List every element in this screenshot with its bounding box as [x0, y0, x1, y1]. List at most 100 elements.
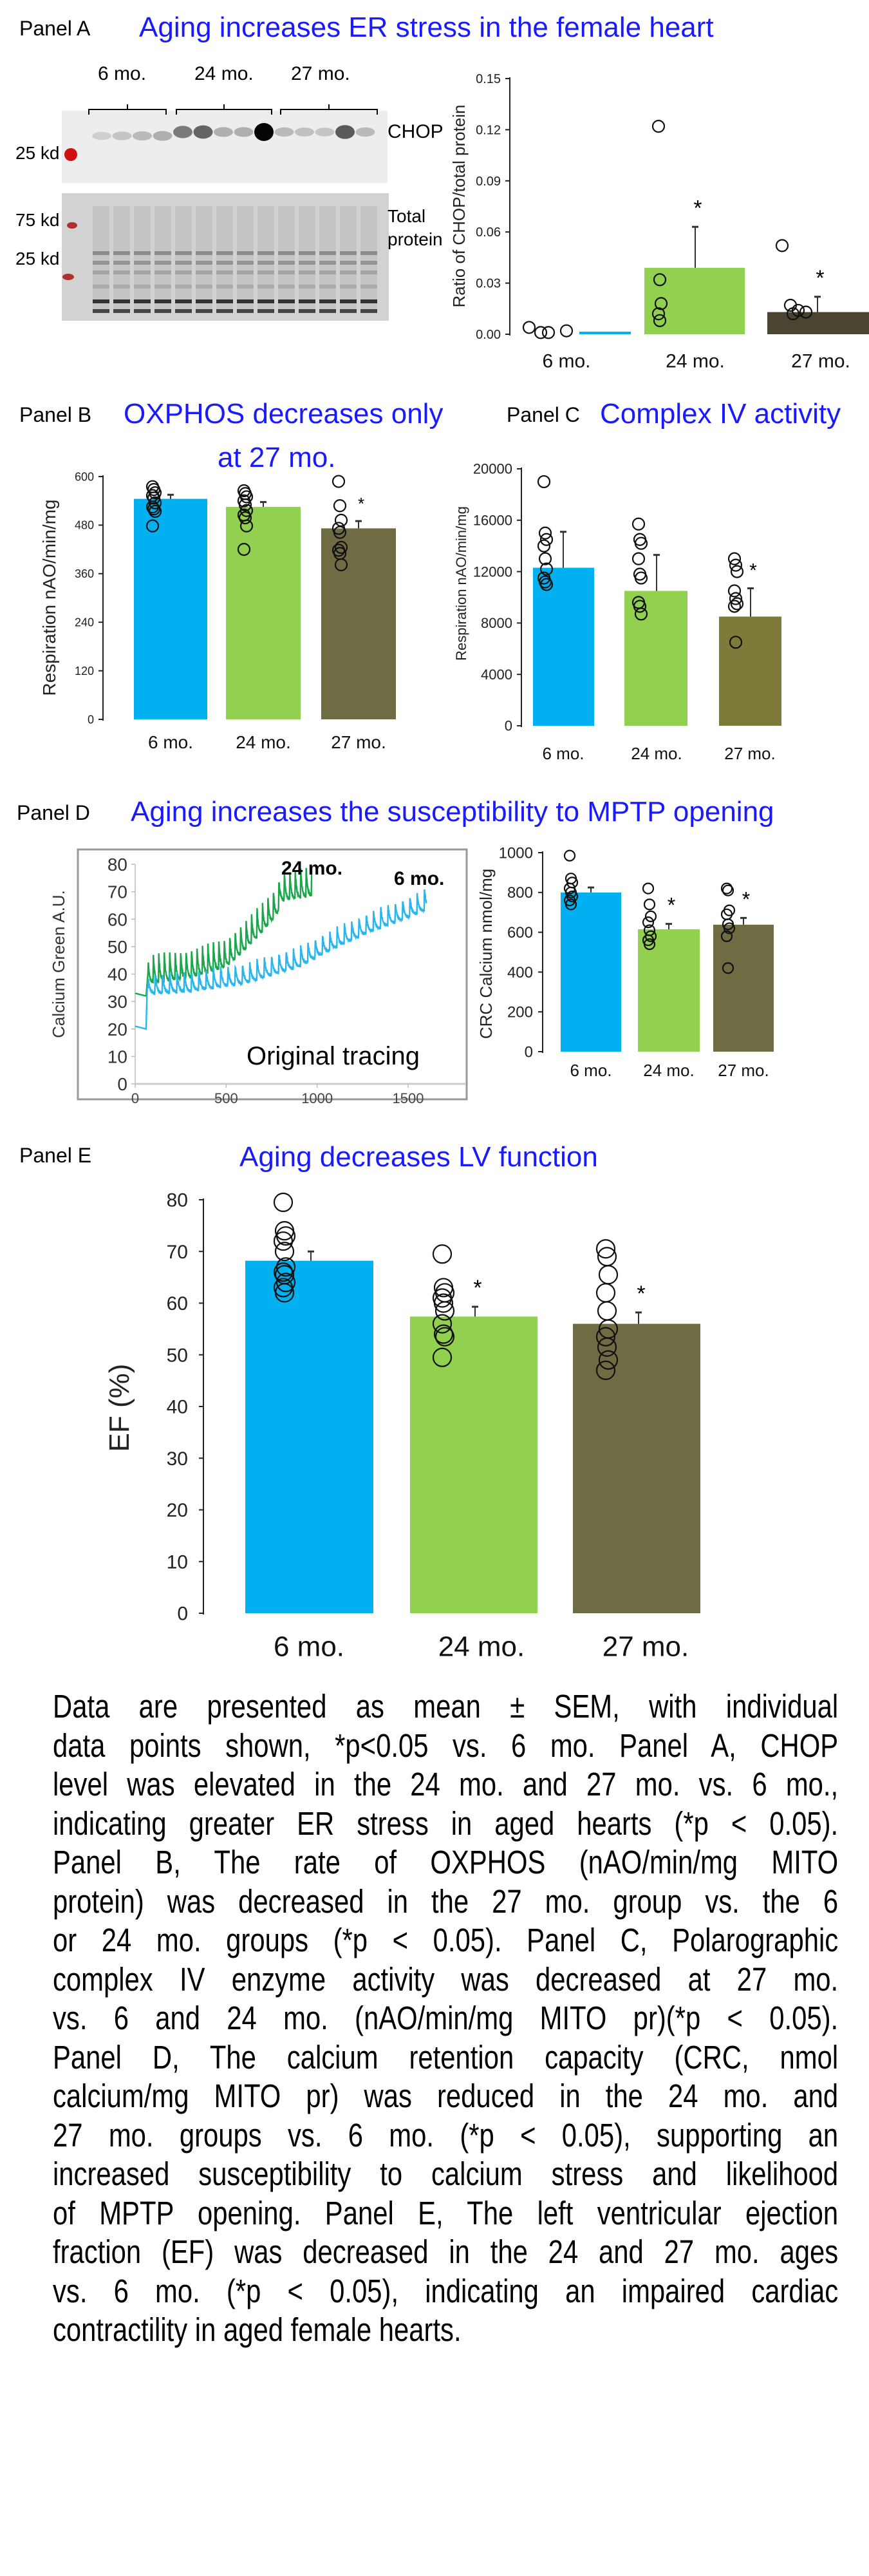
data-point: [145, 519, 160, 533]
blot-band-total: [93, 251, 109, 255]
y-tick-label: 10: [167, 1551, 188, 1573]
y-tick-label: 1000: [499, 844, 533, 862]
blot-band-total: [93, 270, 109, 274]
y-tick-label: 40: [107, 965, 127, 985]
y-axis-title: Respiration nAO/min/mg: [453, 506, 469, 661]
blot-band-total: [319, 299, 336, 303]
blot-marker-75kd: 75 kd: [15, 210, 60, 230]
panel-b-title-line2: at 27 mo.: [218, 442, 336, 473]
panel-e-label: Panel E: [19, 1144, 92, 1167]
data-point: [727, 584, 742, 598]
bar-27mo: [573, 1323, 700, 1613]
blot-total-label: Total: [388, 206, 426, 226]
x-tick-label: 1000: [301, 1090, 333, 1106]
blot-lane: [340, 206, 357, 309]
data-point: [730, 597, 744, 611]
ladder-marker: [67, 222, 77, 229]
chart-a: 0.00 0.03 0.06 0.09 0.12 0.15 Ratio of CHOP/to…: [449, 72, 869, 372]
panel-d-title: Aging increases the susceptibility to MP…: [131, 796, 774, 828]
bar-27mo: [321, 528, 396, 719]
bar-27mo: [767, 312, 869, 334]
data-point: [534, 326, 548, 339]
data-point: [539, 562, 554, 576]
panel-b-title-line1: OXPHOS decreases only: [124, 398, 444, 430]
blot-band-chop: [254, 123, 274, 141]
y-tick-label: 600: [75, 470, 94, 483]
data-point: [720, 882, 733, 895]
data-point: [434, 1301, 455, 1321]
data-point: [653, 273, 667, 287]
bar-27mo: [713, 924, 774, 1052]
data-point: [334, 513, 348, 527]
data-point: [631, 517, 646, 531]
blot-lane: [257, 206, 274, 309]
caption-line: Panel D, The calcium retention capacity …: [53, 2038, 839, 2076]
blot-band-chop: [193, 125, 213, 139]
blot-group-24mo: 24 mo.: [194, 63, 254, 84]
blot-lane: [93, 206, 109, 309]
data-point: [559, 324, 574, 337]
panel-a-title: Aging increases ER stress in the female …: [139, 12, 714, 43]
caption-line: increased susceptibility to calcium stre…: [53, 2155, 839, 2192]
blot-band-total: [360, 251, 377, 255]
blot-band-total: [319, 270, 336, 274]
blot-band-total: [340, 309, 357, 313]
data-point: [729, 592, 743, 605]
blot-band-total: [93, 285, 109, 289]
blot-chop-label: CHOP: [388, 121, 444, 142]
caption-line: calcium/mg MITO pr) was reduced in the 2…: [53, 2078, 839, 2114]
caption-line: vs. 6 mo. (*p < 0.05), indicating an imp…: [53, 2272, 839, 2309]
blot-lane: [113, 206, 130, 309]
caption-line: 27 mo. groups vs. 6 mo. (*p < 0.05), sup…: [53, 2116, 839, 2154]
y-axis-title: EF (%): [104, 1364, 135, 1452]
blot-lane: [134, 206, 151, 309]
y-tick-label: 800: [507, 884, 533, 902]
y-tick-label: 20: [167, 1500, 188, 1521]
y-tick-label: 0: [505, 718, 512, 734]
bar-24mo: [410, 1316, 537, 1613]
data-point: [274, 1242, 295, 1262]
chart-d-trace: 0 10 20 30 40 50 60 70 80 0 500 1000 1500 Calcium Gre…: [49, 848, 468, 1106]
blot-band-total: [360, 261, 377, 265]
data-point: [239, 519, 254, 533]
caption-line: fraction (EF) was decreased in the 24 an…: [53, 2233, 839, 2270]
data-point: [631, 552, 646, 565]
caption-line: complex IV enzyme activity was decreased…: [53, 1960, 839, 1998]
data-point: [653, 314, 667, 327]
blot-band-total: [278, 299, 295, 303]
data-point: [722, 962, 734, 974]
blot-band-total: [196, 251, 212, 255]
blot-band-chop: [234, 127, 254, 137]
y-tick-label: 30: [107, 992, 127, 1012]
data-point: [237, 542, 251, 556]
trace-frame: [77, 848, 468, 1101]
blot-band-total: [319, 261, 336, 265]
data-point: [434, 1327, 455, 1347]
blot-band-chop: [153, 131, 173, 141]
y-tick-label: 600: [507, 924, 533, 942]
blot-band-total: [196, 299, 212, 303]
data-point: [538, 552, 552, 565]
blot-band-total: [196, 261, 212, 265]
blot-band-total: [113, 261, 130, 265]
data-point: [276, 1257, 296, 1277]
x-tick-label: 500: [214, 1090, 238, 1106]
blot-band-total: [154, 309, 171, 313]
data-point: [729, 558, 743, 572]
blot-band-total: [113, 309, 130, 313]
blot-band-total: [175, 309, 192, 313]
significance-star: *: [749, 560, 757, 582]
data-point: [432, 1347, 453, 1367]
data-point: [274, 1283, 295, 1303]
blot-band-total: [257, 309, 274, 313]
data-point: [634, 571, 648, 585]
blot-group-bracket: [88, 104, 167, 115]
x-category-label: 27 mo.: [603, 1631, 689, 1662]
data-point: [538, 526, 552, 540]
blot-band-total: [319, 251, 336, 255]
x-category-label: 24 mo.: [236, 732, 291, 752]
blot-band-chop: [214, 127, 233, 137]
blot-band-total: [278, 309, 295, 313]
